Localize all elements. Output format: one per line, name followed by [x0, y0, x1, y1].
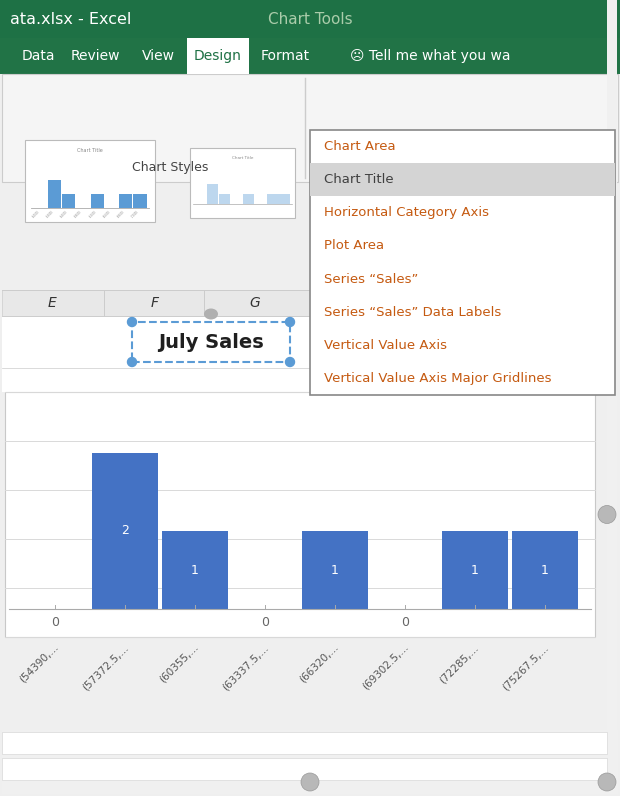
Text: 0: 0	[51, 616, 59, 630]
Text: (65000: (65000	[102, 210, 112, 219]
Text: (60355,...: (60355,...	[157, 642, 200, 685]
Bar	[442, 531, 508, 609]
Bar	[2, 732, 607, 754]
Text: (62000: (62000	[88, 210, 97, 219]
Bar	[0, 0, 620, 38]
Bar	[162, 531, 228, 609]
Text: 1: 1	[541, 564, 549, 576]
Text: 0: 0	[401, 616, 409, 630]
Text: (50000: (50000	[31, 210, 40, 219]
Bar	[132, 322, 290, 362]
Bar	[243, 194, 254, 204]
Text: (71000: (71000	[131, 210, 140, 219]
Text: Chart Styles: Chart Styles	[132, 162, 208, 174]
Bar	[2, 368, 310, 392]
Text: July Sales: July Sales	[158, 333, 264, 352]
Text: 0: 0	[261, 616, 269, 630]
Bar	[5, 392, 595, 637]
Text: Design: Design	[194, 49, 242, 63]
Text: ata.xlsx - Excel: ata.xlsx - Excel	[10, 11, 131, 26]
Text: F: F	[151, 296, 159, 310]
Bar	[2, 316, 310, 368]
Bar	[278, 194, 290, 204]
Text: Vertical Value Axis Major Gridlines: Vertical Value Axis Major Gridlines	[324, 372, 552, 385]
Circle shape	[285, 318, 294, 326]
Bar	[207, 184, 218, 204]
Text: (56000: (56000	[60, 210, 69, 219]
Bar	[62, 194, 75, 208]
Text: (59000: (59000	[74, 210, 83, 219]
Bar	[91, 194, 104, 208]
Text: (72285,...: (72285,...	[437, 642, 480, 685]
Circle shape	[128, 357, 136, 366]
Bar	[310, 163, 615, 197]
Text: Review: Review	[70, 49, 120, 63]
Circle shape	[301, 773, 319, 791]
Text: Series “Sales”: Series “Sales”	[324, 272, 418, 286]
Text: (68000: (68000	[117, 210, 126, 219]
Bar	[607, 0, 617, 794]
Bar	[310, 130, 615, 395]
Text: (75267.5,...: (75267.5,...	[500, 642, 550, 692]
Text: 2: 2	[121, 525, 129, 537]
Text: View: View	[141, 49, 174, 63]
Text: ☹ Tell me what you wa: ☹ Tell me what you wa	[350, 49, 510, 63]
Bar	[2, 730, 618, 794]
Bar	[512, 531, 578, 609]
Circle shape	[128, 318, 136, 326]
Bar	[0, 38, 620, 74]
Bar	[219, 194, 230, 204]
Text: (69302.5,...: (69302.5,...	[360, 642, 410, 692]
Bar	[48, 180, 61, 208]
Bar	[2, 74, 618, 182]
Text: (63337.5,...: (63337.5,...	[220, 642, 270, 692]
Text: Chart Area: Chart Area	[324, 140, 396, 153]
Bar	[2, 758, 607, 780]
Text: Chart Title: Chart Title	[232, 156, 253, 160]
Text: Chart Title: Chart Title	[77, 147, 103, 153]
Text: G: G	[250, 296, 260, 310]
Bar	[302, 531, 368, 609]
Bar	[25, 140, 155, 222]
Circle shape	[285, 357, 294, 366]
Text: Vertical Value Axis: Vertical Value Axis	[324, 339, 447, 352]
Ellipse shape	[204, 309, 218, 319]
Text: Plot Area: Plot Area	[324, 240, 384, 252]
Bar	[267, 194, 278, 204]
Text: Data: Data	[21, 49, 55, 63]
Text: 1: 1	[191, 564, 199, 576]
Bar	[119, 194, 132, 208]
Bar	[2, 290, 310, 316]
Text: (57372.5,...: (57372.5,...	[80, 642, 130, 692]
Text: (53000: (53000	[45, 210, 55, 219]
Text: 1: 1	[471, 564, 479, 576]
Text: Format: Format	[260, 49, 309, 63]
Circle shape	[598, 505, 616, 524]
Bar	[190, 148, 295, 218]
Text: E: E	[48, 296, 56, 310]
Bar	[187, 38, 249, 74]
Text: (54390,...: (54390,...	[17, 642, 60, 685]
Text: Chart Title: Chart Title	[324, 174, 394, 186]
Circle shape	[598, 773, 616, 791]
Text: Horizontal Category Axis: Horizontal Category Axis	[324, 206, 489, 220]
Text: (66320,...: (66320,...	[297, 642, 340, 685]
Text: 1: 1	[331, 564, 339, 576]
Text: Series “Sales” Data Labels: Series “Sales” Data Labels	[324, 306, 501, 318]
Bar	[92, 453, 158, 609]
Bar	[133, 194, 146, 208]
Text: Chart Tools: Chart Tools	[268, 11, 352, 26]
